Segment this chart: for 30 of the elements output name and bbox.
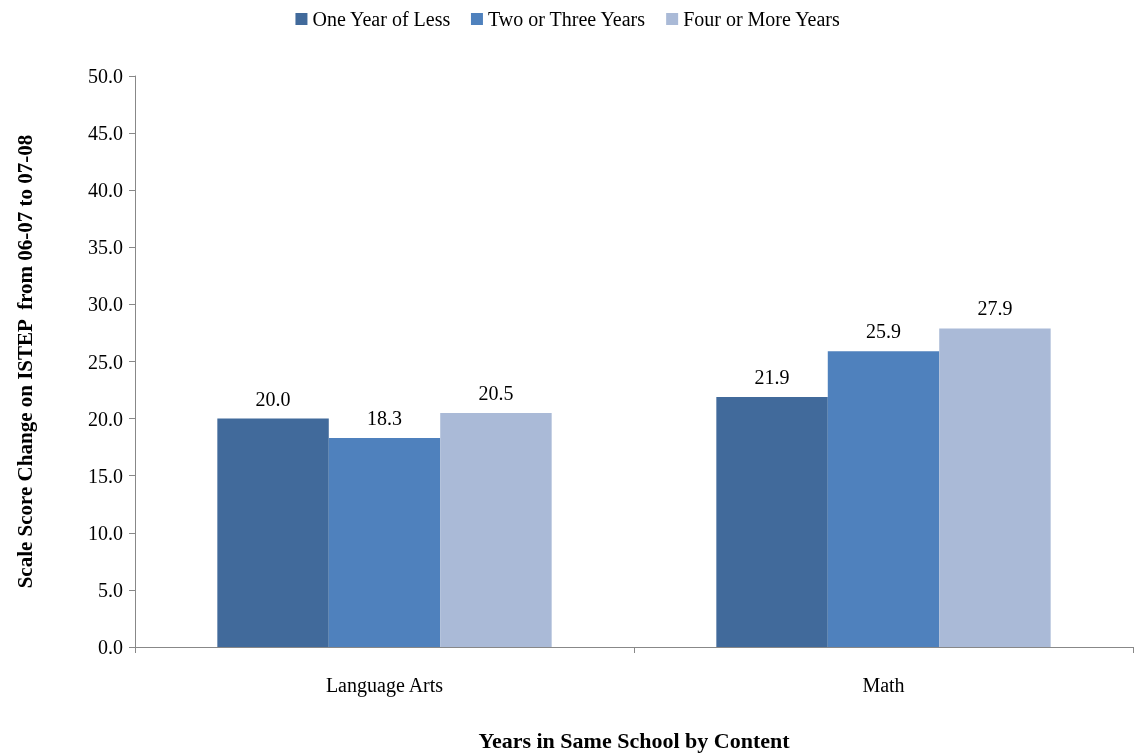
y-axis-title: Scale Score Change on ISTEP from 06-07 to 07-08: [12, 134, 37, 589]
legend-label: One Year of Less: [312, 8, 451, 30]
bar: [716, 396, 828, 647]
y-tick-label: 40.0: [88, 179, 123, 202]
data-label: 21.9: [754, 365, 790, 388]
bar: [217, 418, 329, 647]
y-tick-label: 30.0: [88, 293, 123, 316]
bar: [328, 438, 441, 647]
y-tick-label: 15.0: [88, 464, 123, 487]
bar: [827, 351, 940, 647]
data-label: 20.5: [478, 381, 514, 404]
legend-label: Four or More Years: [683, 8, 841, 30]
data-label: 27.9: [977, 297, 1013, 320]
y-tick-label: 5.0: [98, 578, 123, 601]
y-tick-label: 45.0: [88, 122, 123, 145]
data-label: 18.3: [367, 407, 402, 430]
y-tick-label: 50.0: [88, 65, 123, 87]
x-axis-title: Years in Same School by Content: [478, 727, 791, 753]
y-tick-label: 20.0: [88, 407, 123, 430]
x-tick-label: Math: [862, 674, 905, 696]
data-label: 20.0: [255, 387, 291, 410]
bar: [939, 328, 1051, 647]
y-tick-label: 35.0: [88, 236, 123, 259]
y-tick-label: 10.0: [88, 521, 123, 544]
data-label: 25.9: [866, 320, 901, 343]
legend-label: Two or Three Years: [487, 8, 646, 30]
y-tick-label: 25.0: [88, 350, 123, 373]
x-tick-label: Language Arts: [325, 674, 444, 697]
bar: [440, 412, 552, 647]
y-tick-label: 0.0: [98, 636, 123, 658]
